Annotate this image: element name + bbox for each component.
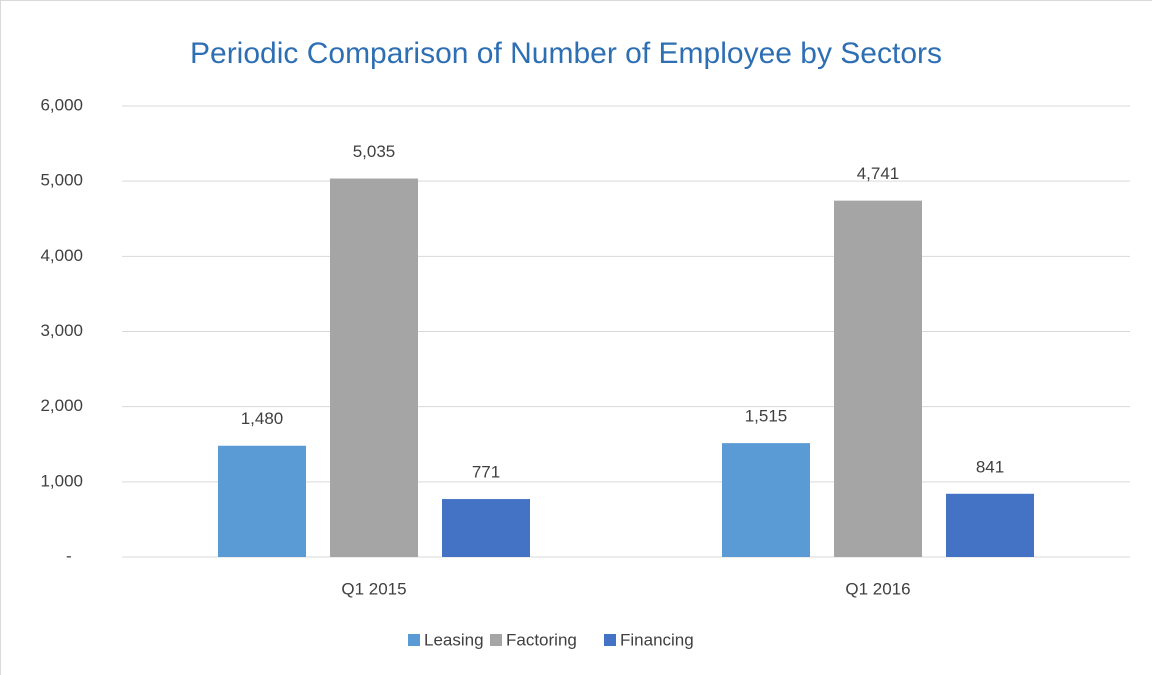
data-label: 1,480 [241, 409, 284, 428]
bar [330, 178, 418, 557]
bar [834, 200, 922, 557]
bar [946, 493, 1034, 557]
data-label: 4,741 [857, 164, 900, 183]
bar [218, 445, 306, 557]
data-label: 841 [976, 457, 1004, 476]
y-tick-label: 1,000 [40, 471, 83, 490]
x-tick-label: Q1 2015 [341, 579, 406, 598]
data-label: 5,035 [353, 142, 396, 161]
data-label: 1,515 [745, 407, 788, 426]
y-tick-label: 3,000 [40, 321, 83, 340]
y-tick-label: 5,000 [40, 171, 83, 190]
y-tick-label: - [66, 546, 72, 565]
legend-swatch [490, 634, 502, 646]
chart-title: Periodic Comparison of Number of Employe… [190, 37, 942, 70]
legend-label: Financing [620, 630, 694, 649]
x-tick-label: Q1 2016 [845, 579, 910, 598]
data-label: 771 [472, 463, 500, 482]
y-tick-label: 2,000 [40, 396, 83, 415]
legend-label: Leasing [424, 630, 484, 649]
y-tick-label: 4,000 [40, 246, 83, 265]
legend-swatch [604, 634, 616, 646]
y-tick-label: 6,000 [40, 95, 83, 114]
legend-swatch [408, 634, 420, 646]
bar [722, 443, 810, 557]
legend-label: Factoring [506, 630, 577, 649]
bar [442, 499, 530, 557]
